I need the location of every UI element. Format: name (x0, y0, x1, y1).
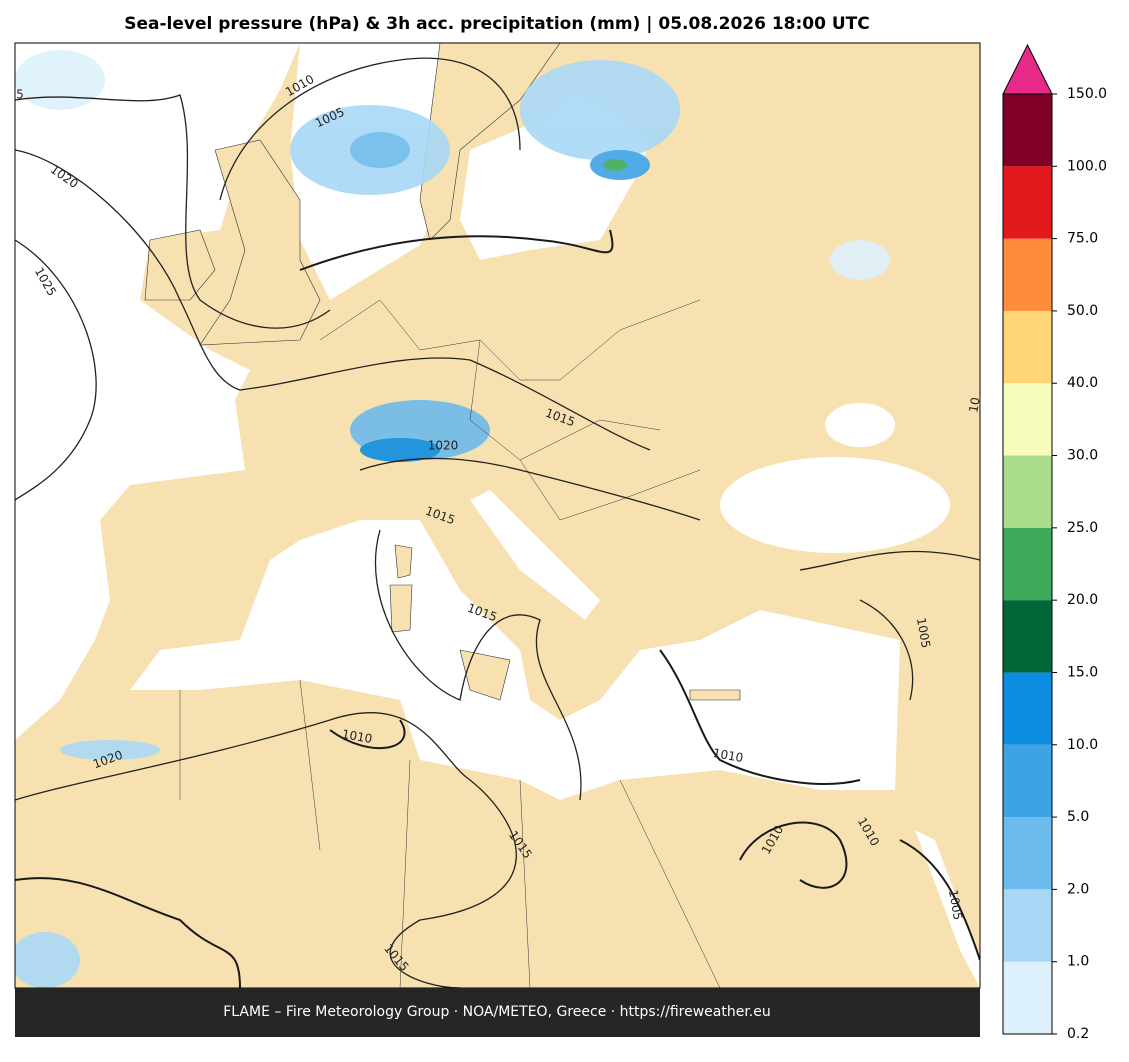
colorbar-tick-label: 10.0 (1067, 737, 1098, 753)
land-islands (144, 43, 741, 701)
isobar-label: 5 (16, 88, 24, 102)
precipitation (15, 50, 890, 988)
colorbar-band (1003, 744, 1052, 818)
colorbar-tick-label: 15.0 (1067, 664, 1098, 680)
colorbar-tick-label: 50.0 (1067, 303, 1098, 319)
colorbar-extend (1002, 43, 1053, 95)
colorbar-band (1003, 455, 1052, 528)
title: Sea-level pressure (hPa) & 3h acc. preci… (124, 14, 870, 34)
map: 1010100510201025510201015101510151010102… (15, 43, 982, 988)
colorbar-tick-label: 5.0 (1067, 809, 1089, 825)
colorbar-band (1003, 166, 1052, 239)
isobar-label: 1010 (712, 746, 745, 765)
isobars (15, 57, 980, 988)
colorbar-tick-label: 20.0 (1067, 592, 1098, 608)
borders (179, 299, 721, 988)
colorbar: 0.2 1.0 2.0 5.0 10.0 15.0 20.0 25.0 30.0 40.0 50.0… (1002, 43, 1107, 1042)
sea (15, 43, 980, 988)
colorbar-band (1003, 310, 1052, 384)
footer-bar (15, 988, 980, 1037)
colorbar-band (1003, 527, 1052, 601)
colorbar-band (1003, 817, 1052, 890)
colorbar-tick-label: 25.0 (1067, 520, 1098, 536)
colorbar-tick-label: 1.0 (1067, 954, 1089, 970)
colorbar-frame (1002, 93, 1053, 1035)
colorbar-tick-label: 40.0 (1067, 375, 1098, 391)
colorbar-band (1003, 600, 1052, 673)
colorbar-tick-label: 30.0 (1067, 448, 1098, 464)
isobar-label: 10 (966, 396, 982, 413)
colorbar-band (1003, 94, 1052, 167)
colorbar-band (1003, 672, 1052, 745)
colorbar-band (1003, 961, 1052, 1034)
colorbar-band (1003, 383, 1052, 456)
colorbar-tick-label: 0.2 (1067, 1026, 1089, 1042)
isobar-label: 1020 (428, 439, 459, 453)
isobar-label: 1010 (341, 727, 374, 746)
colorbar-tick-label: 75.0 (1067, 231, 1098, 247)
colorbar-band (1003, 889, 1052, 962)
colorbar-tick-label: 150.0 (1067, 86, 1107, 102)
footer-credit: FLAME – Fire Meteorology Group · NOA/MET… (223, 1004, 771, 1020)
colorbar-tick-label: 2.0 (1067, 881, 1089, 897)
isobar-label: 1005 (914, 617, 933, 650)
colorbar-band (1003, 238, 1052, 311)
colorbar-tick-label: 100.0 (1067, 158, 1107, 174)
isobar-label: 1005 (946, 889, 965, 922)
